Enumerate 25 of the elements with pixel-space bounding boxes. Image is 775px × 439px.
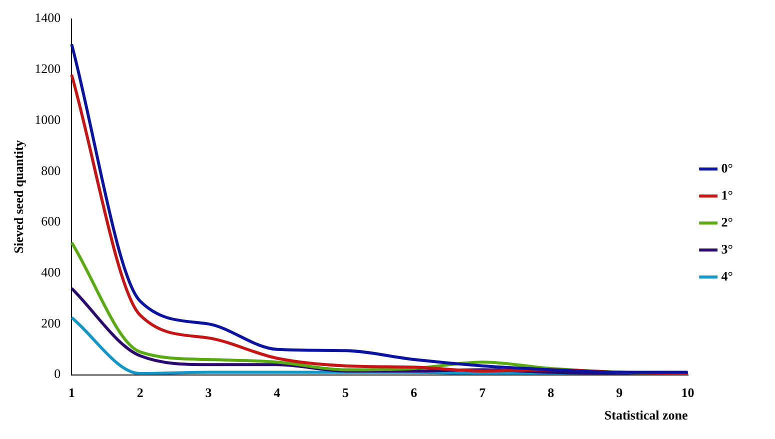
y-tick-label: 400	[41, 264, 61, 280]
legend-label: 0°	[721, 160, 734, 176]
x-axis-title: Statistical zone	[604, 408, 688, 423]
x-tick-label: 3	[205, 384, 212, 400]
y-axis-title: Sieved seed quantity	[11, 140, 26, 254]
legend-label: 3°	[721, 241, 734, 256]
x-tick-label: 7	[479, 384, 486, 400]
y-tick-label: 200	[41, 315, 61, 330]
y-tick-label: 800	[41, 162, 61, 178]
x-tick-label: 2	[136, 384, 144, 400]
x-tick-label: 5	[342, 384, 350, 400]
y-tick-label: 600	[41, 214, 61, 229]
x-tick-label: 6	[410, 384, 418, 400]
x-tick-label: 4	[274, 384, 281, 400]
legend-label: 2°	[721, 214, 734, 230]
legend-label: 4°	[721, 268, 734, 284]
y-tick-label: 1400	[34, 10, 61, 26]
legend-label: 1°	[721, 187, 734, 202]
x-tick-label: 9	[616, 384, 624, 400]
x-tick-label: 1	[68, 384, 75, 400]
x-tick-label: 10	[681, 384, 694, 400]
x-tick-label: 8	[548, 384, 555, 400]
y-tick-label: 1000	[34, 112, 61, 127]
y-tick-label: 1200	[34, 61, 61, 76]
y-tick-label: 0	[54, 366, 61, 382]
